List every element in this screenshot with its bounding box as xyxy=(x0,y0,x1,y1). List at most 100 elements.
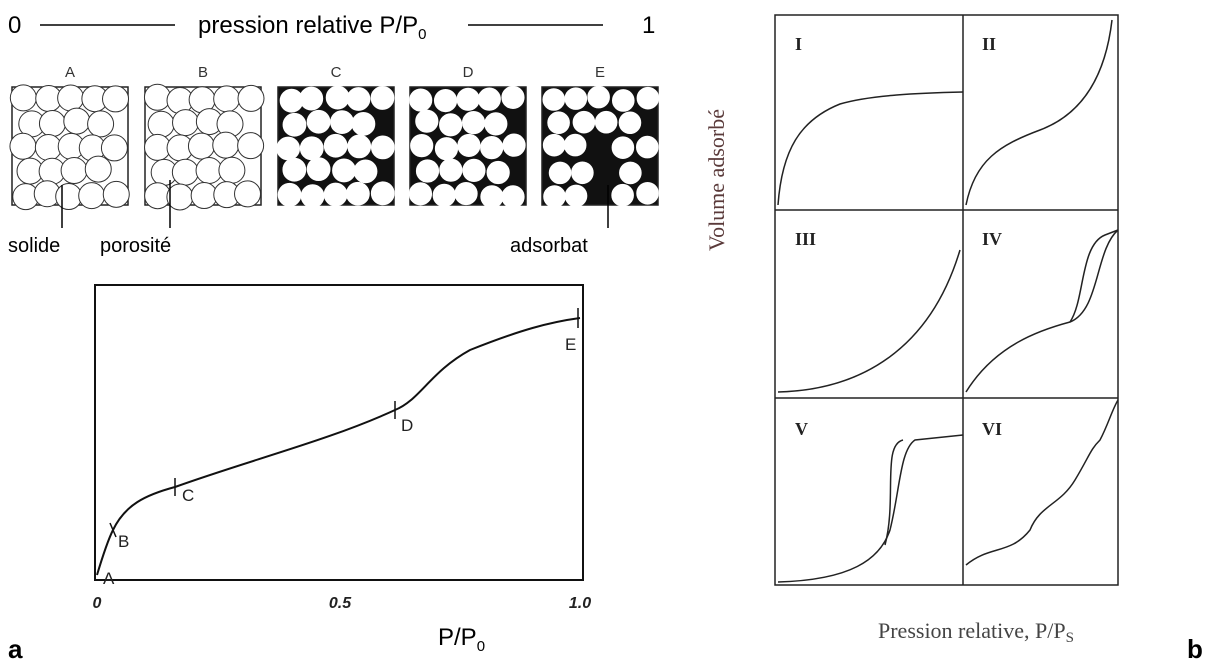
particle xyxy=(78,182,106,210)
type-label: IV xyxy=(982,229,1002,249)
point-tick xyxy=(109,522,117,538)
callout-label: adsorbat xyxy=(510,235,588,257)
particle xyxy=(415,159,440,183)
particle xyxy=(147,110,175,138)
particle xyxy=(332,158,356,183)
point-label: E xyxy=(565,335,576,354)
particle xyxy=(370,135,395,160)
particle xyxy=(187,132,215,160)
callout-label: solide xyxy=(8,235,60,257)
particle xyxy=(166,183,194,211)
type-label: VI xyxy=(982,419,1002,439)
x-label-text: Pression relative, P/P xyxy=(878,618,1066,643)
particle xyxy=(282,112,307,137)
particle xyxy=(548,161,572,185)
particle xyxy=(102,180,130,208)
panel-label: b xyxy=(1187,634,1203,660)
particle xyxy=(439,158,463,182)
particle xyxy=(330,110,354,135)
particle xyxy=(276,136,301,161)
x-ticks: 0 0.5 1.0 xyxy=(93,595,592,612)
type-curves xyxy=(777,19,1119,583)
particle xyxy=(345,181,370,206)
particle xyxy=(477,87,501,111)
particle xyxy=(299,136,324,161)
x-tick-label: 0 xyxy=(93,595,102,612)
scale-label-sub: 0 xyxy=(418,26,426,43)
particle xyxy=(432,183,456,207)
particle xyxy=(462,158,486,183)
particle xyxy=(370,86,395,110)
particle xyxy=(572,110,596,134)
type-curve xyxy=(965,399,1119,566)
particle xyxy=(172,109,200,137)
particle xyxy=(587,85,610,109)
panel-label: a xyxy=(8,634,23,660)
particle xyxy=(457,133,481,158)
particle xyxy=(299,86,324,111)
particle xyxy=(237,84,265,112)
particle xyxy=(102,85,130,113)
particle xyxy=(323,182,348,207)
point-label: C xyxy=(182,486,194,505)
particle xyxy=(60,157,88,185)
particle xyxy=(547,111,570,135)
particle xyxy=(218,156,246,184)
stage-label: B xyxy=(198,64,208,81)
particle xyxy=(484,112,508,136)
scale: 0 pression relative P/P0 1 xyxy=(8,12,655,43)
scale-start: 0 xyxy=(8,12,21,39)
type-curve xyxy=(965,19,1113,206)
callout-label: porosité xyxy=(100,235,171,257)
scale-label: pression relative P/P0 xyxy=(198,12,426,43)
particle xyxy=(434,137,459,161)
particle xyxy=(480,185,504,209)
particle xyxy=(57,84,85,112)
particle xyxy=(571,161,594,185)
particle xyxy=(456,87,480,111)
particle xyxy=(563,133,587,157)
type-curve xyxy=(777,91,964,206)
isotherm-types: I II III IV V VI Volume adsorbé Pression… xyxy=(704,14,1119,646)
particle xyxy=(9,132,37,160)
particle xyxy=(564,184,588,208)
particle xyxy=(306,157,331,182)
type-curve xyxy=(777,249,961,393)
particle xyxy=(618,111,642,135)
type-curve xyxy=(1069,229,1119,323)
particle xyxy=(234,180,262,208)
isotherm-plot: A B C D E 0 0.5 1.0 P/P0 xyxy=(93,284,592,655)
particle xyxy=(347,134,372,159)
x-tick-label: 1.0 xyxy=(569,595,591,612)
particle xyxy=(55,183,83,211)
particle xyxy=(346,87,371,111)
particle xyxy=(433,88,458,113)
particle xyxy=(415,109,439,133)
particle xyxy=(323,133,348,158)
particle xyxy=(300,184,325,209)
particle xyxy=(542,133,566,157)
x-label-sub: S xyxy=(1066,630,1074,646)
type-label: I xyxy=(795,34,802,54)
particle xyxy=(87,110,115,138)
particle xyxy=(213,85,241,113)
stage-label: D xyxy=(463,64,474,81)
type-label: II xyxy=(982,34,996,54)
particle xyxy=(34,133,62,161)
particle xyxy=(325,85,350,110)
particle xyxy=(564,87,588,110)
x-label: P/P0 xyxy=(438,624,485,655)
particle xyxy=(543,185,566,208)
particle xyxy=(370,181,395,206)
particle xyxy=(611,136,635,159)
particle xyxy=(143,83,171,111)
particle xyxy=(594,110,618,134)
stage-label: E xyxy=(595,64,605,81)
type-labels: I II III IV V VI xyxy=(795,34,1002,439)
particle xyxy=(636,86,660,110)
particle xyxy=(9,84,37,112)
particle xyxy=(351,111,376,136)
particle xyxy=(84,155,112,183)
type-curve xyxy=(777,434,964,583)
